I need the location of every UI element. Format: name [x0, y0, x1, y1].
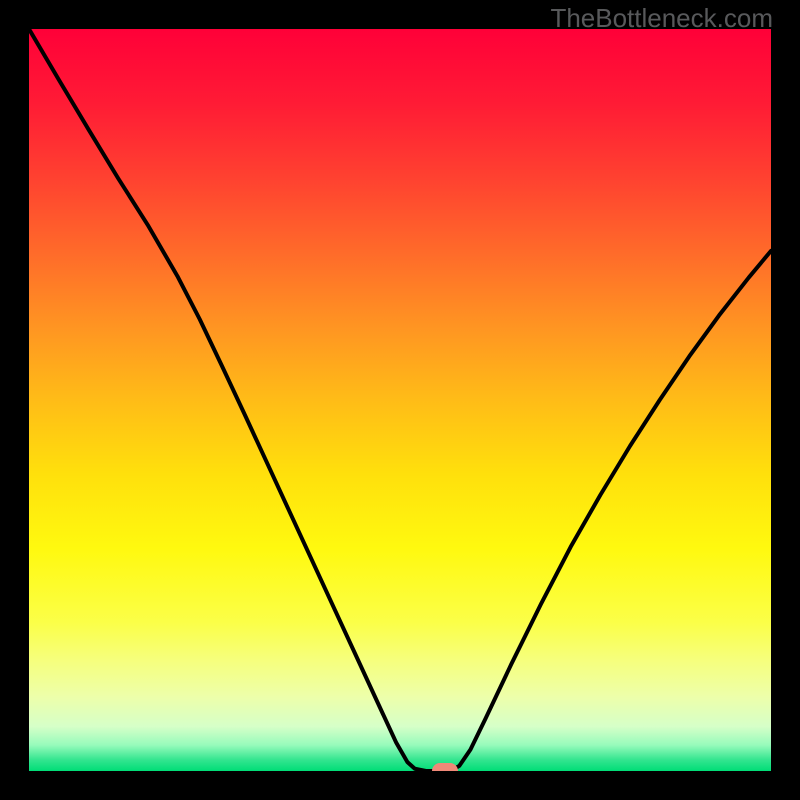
chart-plot-area — [29, 29, 771, 771]
watermark-text: TheBottleneck.com — [550, 3, 773, 34]
bottleneck-marker — [432, 763, 458, 771]
bottleneck-curve — [29, 29, 771, 771]
